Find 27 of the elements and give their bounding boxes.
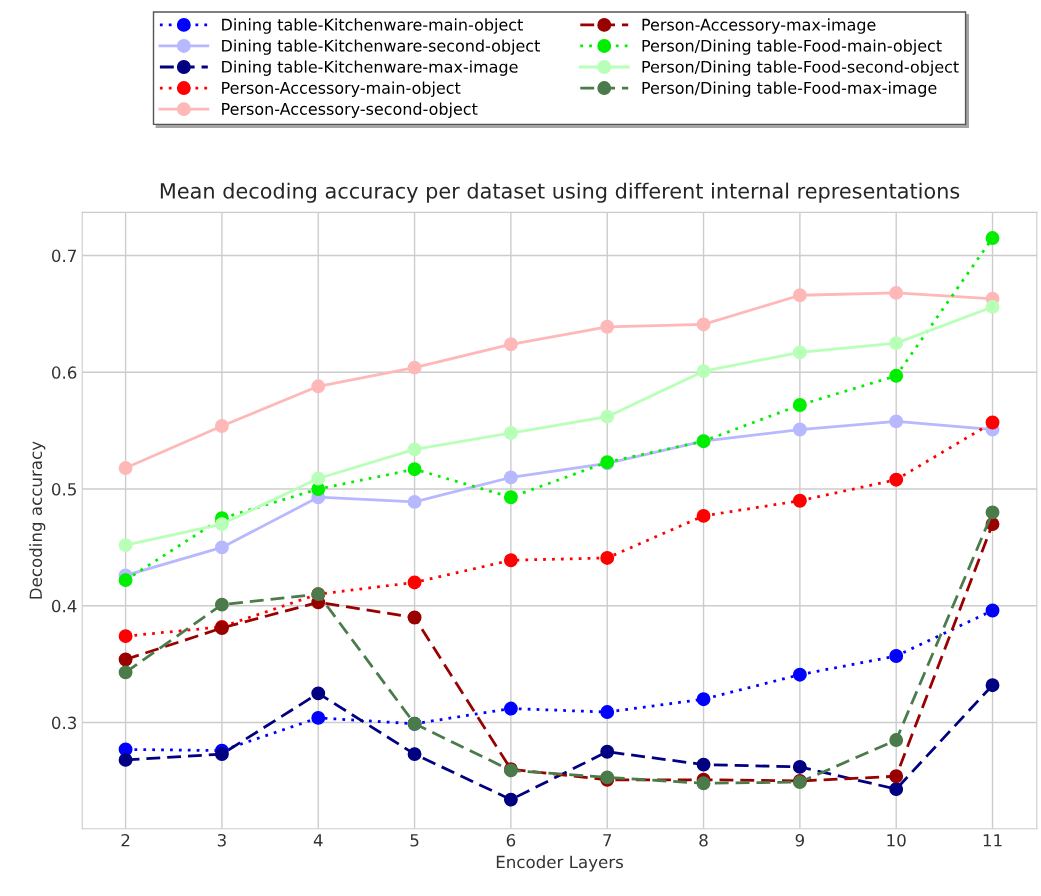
y-tick-label: 0.3	[51, 716, 77, 730]
legend-label: Person/Dining table-Food-second-object	[642, 60, 959, 76]
y-tick-label: 0.4	[51, 599, 77, 613]
legend-label: Dining table-Kitchenware-second-object	[222, 39, 540, 55]
x-tick-label: 8	[699, 833, 708, 847]
x-tick-label: 4	[313, 834, 323, 847]
x-tick-label: 10	[887, 833, 906, 847]
x-tick-label: 2	[121, 833, 130, 847]
chart-title: Mean decoding accuracy per dataset using different internal representations	[160, 182, 960, 203]
legend-label: Dining table-Kitchenware-max-image	[222, 60, 518, 76]
x-tick-label: 11	[983, 834, 1002, 847]
y-axis-title: Decoding accuracy	[29, 441, 46, 599]
x-axis-title: Encoder Layers	[496, 855, 624, 872]
x-tick-label: 7	[603, 834, 612, 847]
y-tick-label: 0.5	[51, 483, 76, 496]
legend-label: Person-Accessory-max-image	[642, 18, 876, 34]
x-tick-label: 9	[795, 833, 804, 847]
y-tick-label: 0.7	[51, 249, 76, 263]
legend-label: Dining table-Kitchenware-main-object	[222, 18, 523, 34]
x-tick-label: 5	[410, 834, 419, 847]
y-tick-label: 0.6	[51, 366, 77, 379]
legend-label: Person/Dining table-Food-main-object	[642, 39, 942, 55]
legend-label: Person/Dining table-Food-max-image	[642, 81, 937, 97]
legend-label: Person-Accessory-second-object	[222, 102, 478, 119]
legend-label: Person-Accessory-main-object	[222, 81, 461, 97]
x-tick-label: 3	[217, 833, 226, 847]
x-tick-label: 6	[506, 833, 516, 847]
